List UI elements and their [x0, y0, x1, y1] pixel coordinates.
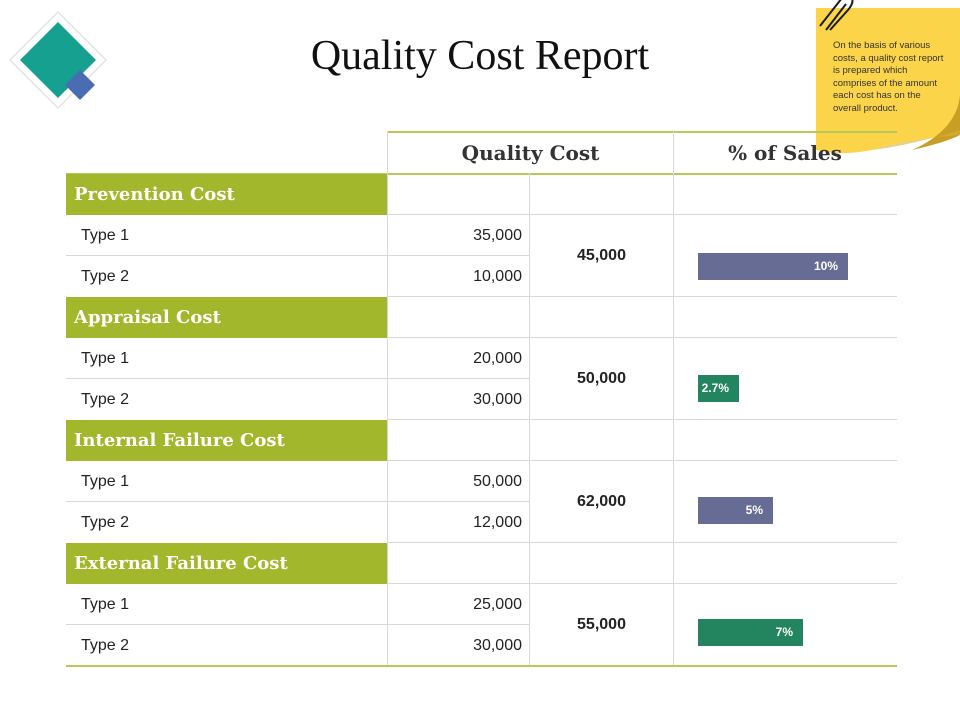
- category-external-failure-cost: External Failure Cost: [66, 543, 387, 584]
- type-label: Type 1: [81, 596, 130, 613]
- type-value: 12,000: [473, 514, 522, 531]
- type-value: 35,000: [473, 227, 522, 244]
- type-label: Type 1: [81, 350, 130, 367]
- category-total: 50,000: [577, 370, 626, 387]
- table-bottom-border: [66, 665, 897, 667]
- percent-sales-bar: 7%: [698, 619, 803, 646]
- type-label: Type 2: [81, 514, 130, 531]
- logo-diamond-icon: [8, 10, 108, 110]
- type-value: 20,000: [473, 350, 522, 367]
- type-label: Type 1: [81, 227, 130, 244]
- type-value: 10,000: [473, 268, 522, 285]
- type-value: 50,000: [473, 473, 522, 490]
- table-top-border: [388, 131, 897, 133]
- header-divider: [66, 173, 897, 175]
- column-header-quality-cost: Quality Cost: [461, 141, 600, 165]
- type-label: Type 2: [81, 637, 130, 654]
- category-total: 62,000: [577, 493, 626, 510]
- paperclip-icon: [819, 0, 854, 31]
- type-value: 25,000: [473, 596, 522, 613]
- percent-sales-bar: 10%: [698, 253, 848, 280]
- category-appraisal-cost: Appraisal Cost: [66, 297, 387, 338]
- category-prevention-cost: Prevention Cost: [66, 174, 387, 215]
- sticky-note: [816, 0, 960, 153]
- sticky-note-text: On the basis of various costs, a quality…: [833, 40, 944, 114]
- category-internal-failure-cost: Internal Failure Cost: [66, 420, 387, 461]
- percent-sales-bar: 5%: [698, 497, 773, 524]
- type-value: 30,000: [473, 391, 522, 408]
- percent-sales-bar: 2.7%: [698, 375, 739, 402]
- category-total: 55,000: [577, 616, 626, 633]
- type-value: 30,000: [473, 637, 522, 654]
- page-title: Quality Cost Report: [310, 33, 650, 79]
- type-label: Type 2: [81, 391, 130, 408]
- type-label: Type 2: [81, 268, 130, 285]
- category-total: 45,000: [577, 247, 626, 264]
- column-header-percent-sales: % of Sales: [728, 141, 842, 165]
- type-label: Type 1: [81, 473, 130, 490]
